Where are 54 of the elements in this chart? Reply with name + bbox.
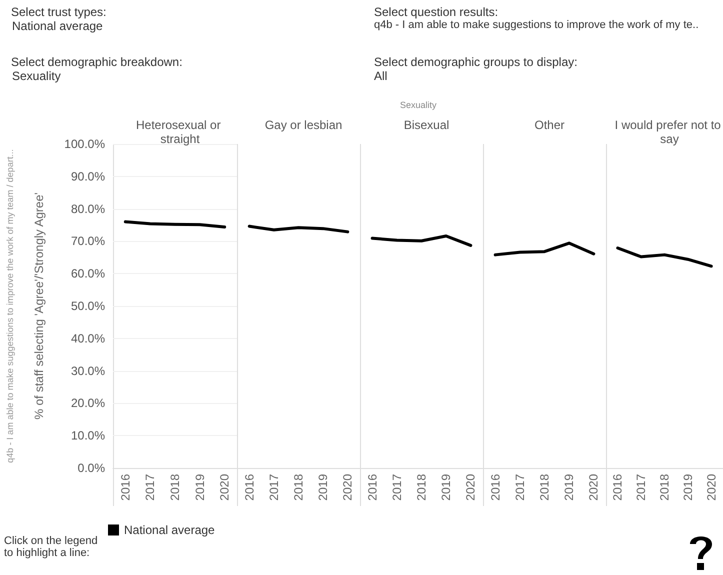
y-tick-label: 70.0% — [70, 234, 106, 248]
x-tick-label: 2018 — [292, 474, 306, 501]
y-tick-label: 100.0% — [64, 137, 106, 151]
x-tick-label: 2020 — [218, 474, 232, 501]
x-tick-label: 2019 — [680, 474, 695, 501]
x-tick-label: 2020 — [464, 474, 478, 501]
x-tick-label: 2018 — [538, 474, 552, 501]
chart-title: Gay or lesbian — [264, 118, 342, 132]
x-tick-label: 2016 — [488, 474, 502, 501]
text: Click on the legend to highlight a line: — [4, 535, 99, 559]
chart-title: Heterosexual or straight — [136, 118, 224, 146]
x-tick-label: 2016 — [242, 474, 256, 501]
x-tick-label: 2018 — [658, 474, 672, 501]
x-tick-label: 2016 — [118, 474, 132, 501]
x-tick-label: 2019 — [316, 474, 330, 501]
text: Select demographic groups to display: — [374, 55, 578, 69]
chart-title: Other — [534, 118, 565, 132]
x-tick-label: 2020 — [340, 474, 355, 501]
text: Select question results: — [374, 5, 498, 19]
text: Select trust types: — [11, 5, 106, 19]
chart-title: Bisexual — [404, 118, 450, 132]
y-tick-label: 10.0% — [70, 428, 106, 443]
y-tick-label: 80.0% — [70, 202, 106, 216]
text: National average — [12, 19, 103, 33]
y-tick-label: 20.0% — [70, 396, 106, 410]
chart-title: I would prefer not to say — [614, 118, 723, 146]
x-tick-label: 2019 — [439, 474, 454, 501]
x-tick-label: 2017 — [143, 474, 158, 501]
x-tick-label: 2019 — [562, 474, 576, 501]
x-tick-label: 2020 — [586, 474, 601, 501]
x-tick-label: 2020 — [704, 474, 718, 501]
y-tick-label: 0.0% — [78, 461, 106, 475]
x-tick-label: 2016 — [365, 474, 380, 501]
x-tick-label: 2017 — [634, 474, 648, 501]
x-tick-label: 2019 — [192, 474, 207, 501]
x-tick-label: 2017 — [266, 474, 281, 501]
text: Sexuality — [12, 69, 61, 83]
text: Select demographic breakdown: — [11, 55, 182, 69]
text: All — [374, 69, 388, 83]
y-axis-title: % of staff selecting 'Agree'/'Strongly Agree' — [32, 192, 46, 420]
legend-label: National average — [124, 523, 216, 537]
text: Sexuality — [400, 100, 437, 110]
x-tick-label: 2018 — [168, 474, 182, 501]
text: q4b - I am able to make suggestions to improve the work of my team / depart... — [5, 148, 15, 465]
y-tick-label: 90.0% — [70, 169, 106, 184]
y-tick-label: 60.0% — [70, 266, 106, 281]
text: q4b - I am able to make suggestions to improve the work of my te.. — [374, 19, 699, 31]
y-tick-label: 50.0% — [70, 299, 106, 313]
x-tick-label: 2016 — [610, 474, 625, 501]
x-tick-label: 2017 — [390, 474, 404, 501]
x-tick-label: 2017 — [512, 474, 527, 501]
y-tick-label: 40.0% — [70, 331, 106, 346]
x-tick-label: 2018 — [414, 474, 428, 501]
y-tick-label: 30.0% — [70, 364, 106, 378]
